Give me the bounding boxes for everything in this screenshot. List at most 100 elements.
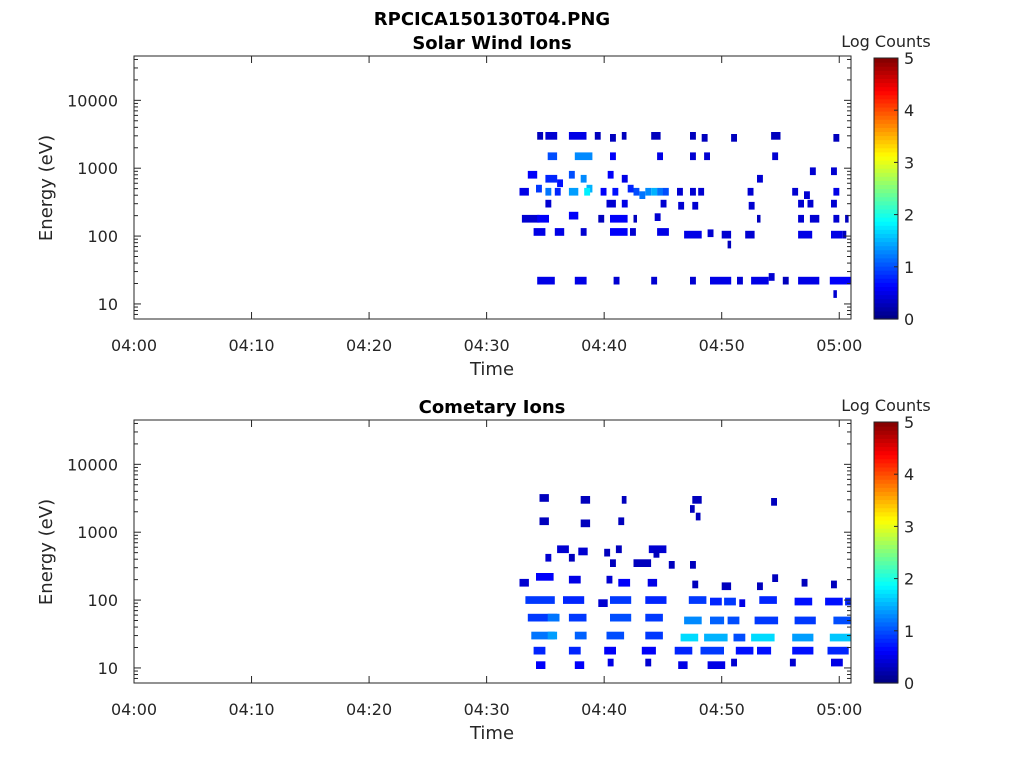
colorbar-segment [874,229,898,234]
solar-wind-colorbar-label: Log Counts [841,32,931,51]
heatmap-cell [831,167,837,176]
colorbar-segment [874,609,898,615]
heatmap-cell [604,548,611,557]
colorbar-tick-label: 3 [904,517,914,536]
heatmap-cell [662,187,669,196]
heatmap-cell [610,134,616,142]
colorbar-segment [874,422,898,427]
heatmap-cell [545,187,552,196]
colorbar-frame [873,421,899,684]
heatmap-cell [651,187,658,196]
heatmap-cell [621,132,627,140]
heatmap-cell [606,199,616,208]
heatmap-cell [537,132,544,140]
colorbar-segment [874,576,898,582]
heatmap-cell [710,276,732,285]
colorbar-segment [874,188,898,194]
colorbar-segment [874,233,898,239]
heatmap-cell [618,517,625,526]
heatmap-cell [641,646,656,655]
heatmap-cell [695,512,701,521]
heatmap-cell [580,496,591,504]
colorbar-segment [874,617,898,623]
heatmap-cell [610,596,632,604]
colorbar-segment [874,458,898,464]
heatmap-cell [684,230,702,239]
heatmap-cell [531,631,555,640]
x-tick-label: 04:10 [228,700,274,719]
colorbar-segment [874,192,898,198]
heatmap-cell [833,290,837,298]
heatmap-cell [557,545,569,554]
colorbar-segment [874,151,898,157]
colorbar-segment [874,491,898,497]
heatmap-cell [710,616,725,625]
heatmap-cell [521,214,540,223]
heatmap-cell [607,170,614,179]
colorbar-segment [874,225,898,230]
heatmap-cell [721,582,732,591]
heatmap-cell [690,505,695,513]
colorbar-segment [874,560,898,566]
heatmap-cell [645,658,652,667]
figure-title: RPCICA150130T04.PNG [374,9,610,30]
heatmap-cell [657,187,663,196]
colorbar-segment [874,106,898,112]
heatmap-cell [751,633,775,642]
heatmap-cell [645,613,663,622]
colorbar-tick-label: 2 [904,206,914,225]
heatmap-cell [654,213,661,221]
x-tick-label: 04:40 [581,700,627,719]
colorbar-segment [874,597,898,603]
colorbar-segment [874,629,898,635]
cometary-panel: Cometary Ions 04:00 04:10 04:20 04:30 04:40 0… [36,396,931,744]
heatmap-cell [651,276,658,285]
colorbar-segment [874,470,898,476]
colorbar-tick-label: 0 [904,310,914,329]
heatmap-cell [578,547,588,556]
heatmap-cell [568,553,575,562]
colorbar-segment [874,111,898,116]
heatmap-cell [677,187,683,196]
heatmap-cell [829,276,851,285]
colorbar-segment [874,58,898,63]
colorbar-segment [874,601,898,607]
colorbar-segment [874,286,898,292]
heatmap-cell [639,191,646,199]
plot-frame [133,55,852,320]
colorbar-tick-label: 4 [904,101,914,120]
colorbar-segment [874,314,898,320]
colorbar-segment [874,658,898,664]
heatmap-cell [757,214,761,223]
colorbar-segment [874,66,898,71]
heatmap-cell [610,214,628,223]
heatmap-cell [690,152,696,161]
colorbar-segment [874,200,898,206]
heatmap-cell [772,152,779,161]
heatmap-cell [747,187,754,196]
colorbar-segment [874,483,898,488]
heatmap-cell [539,494,549,502]
heatmap-cell [537,276,555,285]
heatmap-cell [645,631,663,640]
panel-title-cometary: Cometary Ions [419,397,566,418]
colorbar-segment [874,119,898,124]
heatmap-cell [519,578,529,587]
heatmap-cell [833,187,840,196]
heatmap-cell [792,633,814,642]
colorbar-segment [874,511,898,517]
heatmap-cell [568,132,587,140]
colorbar-segment [874,442,898,448]
colorbar-segment [874,544,898,550]
heatmap-cell [554,228,565,236]
colorbar-segment [874,78,898,84]
heatmap-cell [574,661,585,669]
colorbar-tick-label: 1 [904,258,914,277]
heatmap-cell [612,187,619,196]
colorbar-segment [874,479,898,484]
colorbar-segment [874,204,898,210]
heatmap-cell [772,574,779,582]
colorbar-segment [874,495,898,501]
heatmap-cell [678,661,688,669]
heatmap-cell [721,230,732,239]
